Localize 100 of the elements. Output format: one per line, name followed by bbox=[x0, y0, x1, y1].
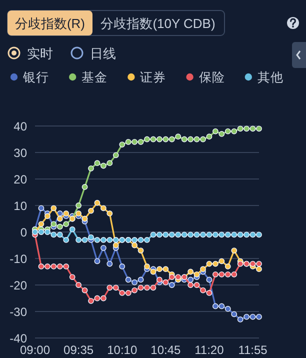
point bbox=[56, 232, 63, 238]
point bbox=[88, 165, 94, 172]
point bbox=[237, 260, 244, 267]
point bbox=[100, 295, 106, 302]
point bbox=[256, 266, 262, 272]
point bbox=[218, 303, 225, 310]
point bbox=[82, 216, 88, 222]
point bbox=[119, 264, 126, 270]
point bbox=[106, 160, 113, 166]
point bbox=[218, 232, 225, 238]
point bbox=[156, 266, 162, 272]
point bbox=[132, 138, 138, 145]
point bbox=[250, 314, 256, 320]
point bbox=[63, 264, 70, 270]
point bbox=[76, 210, 82, 216]
point bbox=[237, 316, 244, 322]
x-tick-label: 11:55 bbox=[238, 343, 268, 357]
x-tick-label: 10:45 bbox=[150, 343, 182, 357]
point bbox=[138, 237, 144, 243]
point bbox=[256, 126, 262, 132]
point bbox=[200, 287, 206, 294]
point bbox=[50, 221, 57, 227]
point bbox=[194, 232, 200, 238]
point bbox=[212, 271, 218, 278]
point bbox=[100, 162, 106, 169]
point bbox=[224, 264, 231, 270]
point bbox=[63, 221, 70, 227]
point bbox=[106, 237, 113, 243]
point bbox=[106, 210, 113, 216]
legend-label: 基金 bbox=[82, 70, 108, 84]
point bbox=[44, 213, 50, 220]
point bbox=[168, 274, 175, 280]
point bbox=[125, 138, 132, 145]
point bbox=[212, 128, 218, 134]
point bbox=[156, 136, 162, 142]
point bbox=[162, 136, 169, 142]
point bbox=[188, 232, 194, 238]
point bbox=[82, 287, 88, 294]
point bbox=[188, 282, 194, 288]
point bbox=[138, 138, 144, 145]
point bbox=[94, 295, 100, 302]
point bbox=[200, 232, 206, 238]
point bbox=[112, 284, 119, 291]
point bbox=[250, 232, 256, 238]
point bbox=[212, 232, 218, 238]
point bbox=[250, 260, 256, 267]
point bbox=[144, 237, 150, 243]
point bbox=[188, 276, 194, 283]
point bbox=[38, 229, 44, 235]
point bbox=[194, 136, 200, 142]
point bbox=[63, 210, 70, 216]
point bbox=[188, 268, 194, 275]
point bbox=[63, 237, 70, 243]
point bbox=[150, 232, 156, 238]
point bbox=[244, 232, 250, 238]
point bbox=[106, 260, 113, 267]
point bbox=[175, 232, 182, 238]
point bbox=[88, 298, 94, 304]
point bbox=[38, 264, 44, 270]
point bbox=[132, 287, 138, 294]
y-tick-label: 40 bbox=[14, 120, 28, 134]
point bbox=[50, 264, 57, 270]
point bbox=[244, 126, 250, 132]
point bbox=[132, 279, 138, 286]
point bbox=[112, 242, 119, 248]
point bbox=[224, 306, 231, 312]
point bbox=[206, 290, 212, 296]
point bbox=[82, 237, 88, 243]
point bbox=[69, 226, 76, 232]
point bbox=[132, 242, 138, 248]
point bbox=[119, 290, 126, 296]
point bbox=[100, 205, 106, 212]
point bbox=[112, 152, 119, 158]
point bbox=[218, 258, 225, 264]
y-tick-label: 20 bbox=[14, 172, 28, 186]
point bbox=[125, 290, 132, 296]
x-tick-label: 09:00 bbox=[20, 343, 50, 357]
point bbox=[231, 248, 238, 254]
x-tick-label: 11:20 bbox=[194, 343, 224, 357]
point bbox=[94, 160, 100, 166]
point bbox=[168, 136, 175, 142]
point bbox=[144, 284, 150, 291]
point bbox=[206, 276, 212, 283]
point bbox=[82, 184, 88, 190]
point bbox=[181, 232, 188, 238]
point bbox=[88, 234, 94, 240]
point bbox=[76, 237, 82, 243]
point bbox=[76, 282, 82, 288]
point bbox=[188, 136, 194, 142]
point bbox=[256, 232, 262, 238]
point bbox=[162, 232, 169, 238]
point bbox=[194, 271, 200, 278]
point bbox=[237, 232, 244, 238]
y-tick-label: -10 bbox=[10, 252, 28, 266]
point bbox=[237, 126, 244, 132]
point bbox=[175, 274, 182, 280]
point bbox=[250, 126, 256, 132]
point bbox=[156, 276, 162, 283]
point bbox=[119, 142, 126, 148]
y-tick-label: 30 bbox=[14, 146, 28, 160]
